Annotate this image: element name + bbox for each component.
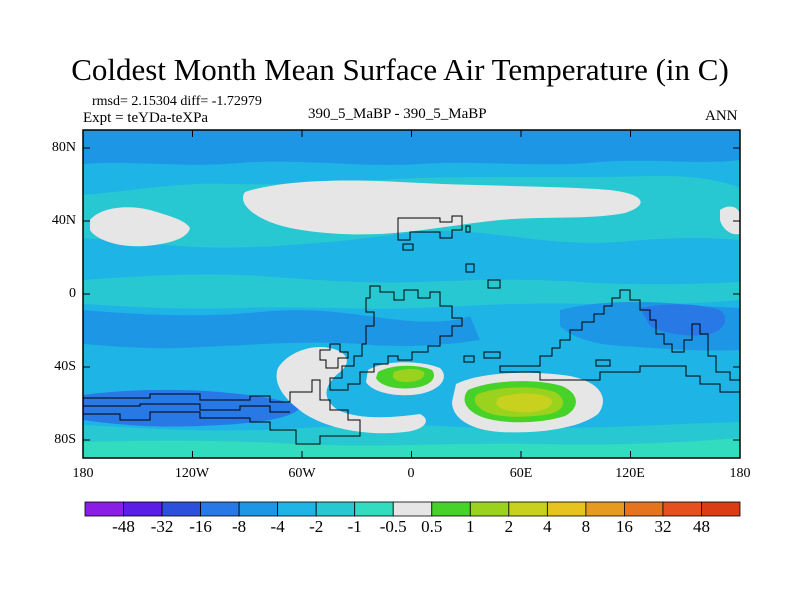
lon-label-180-east: 180 xyxy=(729,466,751,481)
contour-cyan-band-equator xyxy=(83,274,740,309)
colorbar-swatch xyxy=(585,501,625,517)
map-title: Coldest Month Mean Surface Air Temperatu… xyxy=(71,52,729,87)
continent-outlines xyxy=(82,215,741,445)
period-label: ANN xyxy=(705,108,738,124)
colorbar-swatch xyxy=(431,501,471,517)
colorbar-label: 2 xyxy=(504,517,514,536)
colorbar-swatch xyxy=(161,501,201,517)
colorbar xyxy=(84,501,741,517)
comparison-label: 390_5_MaBP - 390_5_MaBP xyxy=(308,106,487,122)
colorbar-label: -32 xyxy=(150,517,174,536)
near-zero-patch-north-main xyxy=(242,180,641,235)
outline-east-continent xyxy=(499,289,741,393)
outline-central-continent xyxy=(329,285,463,391)
lon-ticks xyxy=(192,130,631,458)
contour-mid-blue-equator xyxy=(83,310,480,349)
colorbar-swatch xyxy=(624,501,664,517)
outline-north-coast xyxy=(465,225,501,289)
outline-south-west-inner xyxy=(83,403,290,413)
lat-label-80n: 80N xyxy=(51,140,76,155)
colorbar-label: 1 xyxy=(466,517,475,536)
colorbar-swatch xyxy=(701,501,741,517)
contour-mid-blue-north xyxy=(83,130,740,165)
experiment-label: Expt = teYDa-teXPa xyxy=(83,110,209,126)
stats-text: rmsd= 2.15304 diff= -1.72979 xyxy=(92,94,262,109)
contour-dark-blue-east xyxy=(640,304,726,336)
colorbar-swatch xyxy=(238,501,279,517)
lat-label-0: 0 xyxy=(69,286,76,301)
colorbar-label: 16 xyxy=(615,517,633,536)
lon-label-180-west: 180 xyxy=(72,466,94,481)
lat-ticks xyxy=(83,147,740,441)
lat-label-80s: 80S xyxy=(54,432,76,447)
colorbar-swatch xyxy=(354,501,394,517)
lon-label-60w: 60W xyxy=(288,466,316,481)
colorbar-label: -2 xyxy=(309,517,324,536)
outline-west-continent xyxy=(319,343,349,369)
near-zero-patch-south-west xyxy=(276,346,426,434)
outline-east-small xyxy=(463,351,611,367)
colorbar-swatch xyxy=(123,501,163,517)
near-zero-patch-greenland-west xyxy=(90,207,190,247)
contour-cyan-south xyxy=(83,422,740,446)
colorbar-swatch xyxy=(315,501,356,517)
colorbar-label: -1 xyxy=(347,517,362,536)
contour-field xyxy=(83,130,740,458)
colorbar-label: 4 xyxy=(543,517,552,536)
colorbar-swatch xyxy=(662,501,702,517)
colorbar-swatch xyxy=(392,501,433,517)
outline-north-landmass xyxy=(397,215,463,241)
lon-label-120w: 120W xyxy=(174,466,210,481)
lat-label-40s: 40S xyxy=(54,359,76,374)
colorbar-label: 0.5 xyxy=(421,517,443,536)
colorbar-swatch xyxy=(469,501,510,517)
colorbar-label: -0.5 xyxy=(379,517,407,536)
colorbar-label: 8 xyxy=(581,517,591,536)
lat-label-40n: 40N xyxy=(51,213,76,228)
colorbar-label: 32 xyxy=(654,517,672,536)
colorbar-label: -48 xyxy=(112,517,135,536)
colorbar-swatch xyxy=(200,501,240,517)
contour-dark-blue-south xyxy=(83,389,300,427)
colorbar-swatch xyxy=(277,501,317,517)
lon-label-60e: 60E xyxy=(509,466,533,481)
outline-small-island xyxy=(402,243,414,251)
positive-patch-yellow-mid xyxy=(392,369,425,382)
colorbar-label: -16 xyxy=(189,517,212,536)
colorbar-label: 48 xyxy=(692,517,710,536)
lon-label-120e: 120E xyxy=(615,466,645,481)
colorbar-swatch xyxy=(508,501,548,517)
positive-patch-yellow-east xyxy=(496,393,552,413)
colorbar-swatch xyxy=(546,501,587,517)
colorbar-swatch xyxy=(84,501,124,517)
lon-label-0: 0 xyxy=(407,466,415,481)
colorbar-label: -8 xyxy=(232,517,247,536)
colorbar-label: -4 xyxy=(270,517,285,536)
near-zero-patch-north-east xyxy=(720,206,740,235)
outline-south-west-strip xyxy=(82,379,361,445)
